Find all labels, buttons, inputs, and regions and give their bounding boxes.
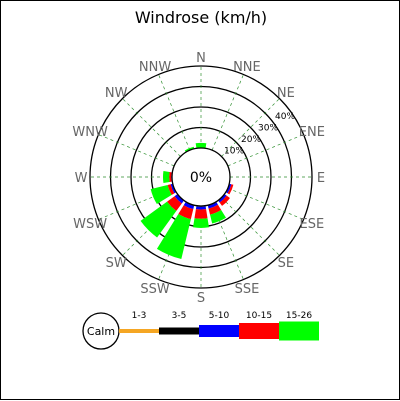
calm-circle-group: 0% — [171, 147, 231, 207]
legend-label-3-5: 3-5 — [172, 311, 187, 321]
legend-swatch-10-15 — [239, 323, 279, 339]
bar-sse-5-10 — [207, 202, 218, 209]
bar-s-15-26 — [193, 218, 209, 228]
bar-ssw-5-10 — [183, 202, 195, 210]
bar-sw-10-15 — [167, 196, 182, 211]
direction-label-nnw: NNW — [139, 60, 171, 75]
direction-label-nw: NW — [105, 86, 128, 101]
spoke-nw — [122, 98, 181, 157]
legend: Calm 1-3 3-5 5-10 10-15 15-26 — [82, 311, 319, 350]
spoke-ne — [221, 98, 280, 157]
legend-swatch-15-26 — [279, 321, 319, 341]
direction-label-e: E — [317, 171, 325, 186]
bar-s-10-15 — [194, 209, 208, 219]
legend-swatch-5-10 — [199, 325, 239, 337]
direction-label-w: W — [75, 171, 88, 186]
legend-swatch-1-3 — [119, 329, 159, 333]
ring-label-3: 30% — [258, 123, 278, 133]
bar-wsw-15-26 — [150, 185, 172, 205]
direction-label-ne: NE — [277, 86, 295, 101]
direction-label-nne: NNE — [233, 60, 261, 75]
ring-2 — [130, 106, 272, 248]
ring-label-group: 10%20% 30%40% — [224, 112, 295, 156]
bar-ese-5-10 — [226, 183, 232, 194]
legend-label-5-10: 5-10 — [209, 311, 230, 321]
calm-percentage: 0% — [190, 170, 212, 186]
spoke-nnw — [158, 74, 191, 151]
ring-4 — [89, 65, 313, 289]
bar-sw-15-26 — [140, 201, 177, 238]
chart-title: Windrose (km/h) — [135, 8, 267, 27]
direction-label-ssw: SSW — [140, 282, 170, 297]
legend-calm-label: Calm — [87, 325, 115, 338]
legend-label-15-26: 15-26 — [286, 311, 312, 321]
bar-ssw-10-15 — [178, 205, 194, 220]
ring-label-1: 10% — [224, 146, 244, 156]
calm-circle — [171, 147, 231, 207]
spoke-ese — [227, 187, 304, 220]
direction-label-ene: ENE — [299, 125, 325, 140]
bar-se-5-10 — [218, 194, 227, 203]
direction-label-se: SE — [278, 256, 294, 271]
bar-w-10-15 — [169, 172, 172, 182]
legend-label-10-15: 10-15 — [246, 311, 272, 321]
direction-label-group: N NNE NE ENE E ESE SE SSE S SSW SW WSW W WNW NW NNW — [72, 51, 325, 306]
bar-ssw-15-26 — [156, 213, 191, 260]
direction-label-ese: ESE — [300, 217, 325, 232]
legend-swatch-3-5 — [159, 327, 199, 335]
direction-label-s: S — [197, 291, 205, 306]
direction-label-sw: SW — [106, 256, 127, 271]
ring-label-2: 20% — [241, 135, 261, 145]
bar-n-15-26 — [195, 142, 207, 149]
bar-sse-10-15 — [208, 204, 222, 215]
bar-sse-15-26 — [210, 209, 227, 224]
spoke-nne — [211, 74, 244, 151]
legend-label-1-3: 1-3 — [132, 311, 147, 321]
ring-label-4: 40% — [275, 112, 295, 122]
bar-wsw-10-15 — [167, 184, 175, 195]
direction-label-wnw: WNW — [72, 125, 108, 140]
bar-ese-10-15 — [227, 184, 234, 195]
direction-label-wsw: WSW — [73, 217, 107, 232]
direction-label-sse: SSE — [235, 282, 260, 297]
bar-sw-5-10 — [174, 194, 184, 204]
bar-w-15-26 — [162, 171, 170, 183]
bar-wsw-5-10 — [170, 183, 176, 194]
spoke-ene — [227, 134, 304, 167]
direction-label-n: N — [196, 51, 206, 66]
bar-se-10-15 — [219, 195, 230, 206]
spoke-wnw — [98, 134, 175, 167]
spoke-se — [221, 197, 280, 256]
bar-s-5-10 — [195, 206, 207, 210]
